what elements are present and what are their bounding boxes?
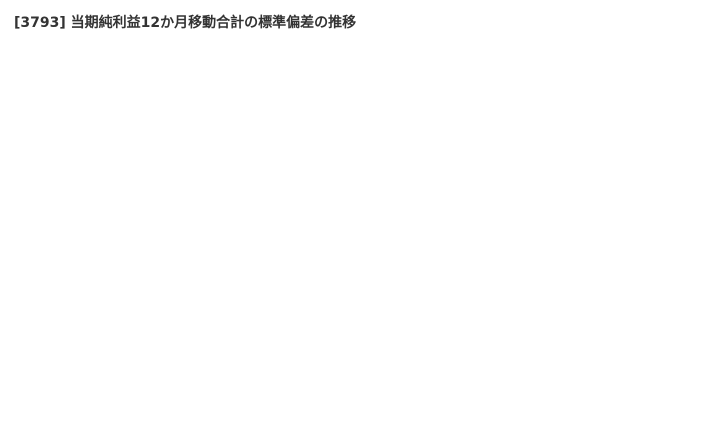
chart-title: [3793] 当期純利益12か月移動合計の標準偏差の推移 — [14, 15, 357, 31]
